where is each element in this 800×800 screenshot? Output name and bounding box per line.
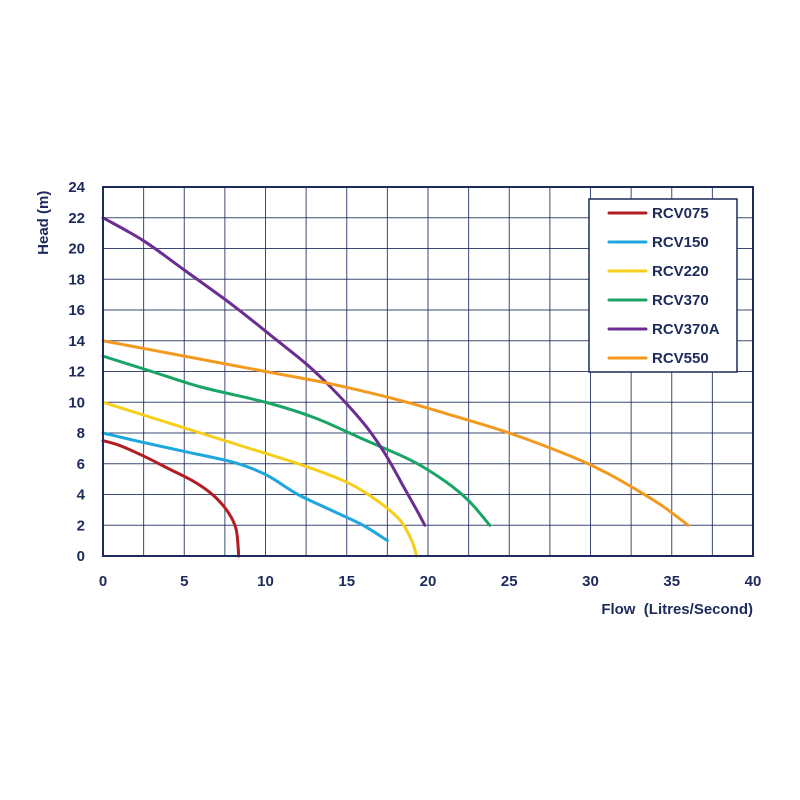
x-tick-label: 40 (745, 573, 762, 590)
legend-label-rcv370a: RCV370A (652, 321, 720, 338)
legend-label-rcv550: RCV550 (652, 350, 709, 367)
legend-label-rcv150: RCV150 (652, 234, 709, 251)
x-tick-label: 35 (663, 573, 680, 590)
y-tick-label: 18 (68, 271, 85, 288)
x-tick-label: 20 (420, 573, 437, 590)
x-tick-label: 15 (338, 573, 355, 590)
legend-box (588, 198, 738, 373)
y-tick-label: 16 (68, 302, 85, 319)
plot-frame (102, 186, 754, 557)
y-tick-label: 14 (68, 333, 85, 350)
x-tick-label: 30 (582, 573, 599, 590)
x-axis-title: Flow (Litres/Second) (601, 601, 753, 618)
series-line-rcv370 (101, 354, 492, 527)
series-line-rcv075 (101, 439, 241, 558)
y-tick-label: 20 (68, 241, 85, 258)
y-tick-label: 2 (77, 517, 85, 534)
series-layer (101, 216, 690, 558)
y-tick-label: 6 (77, 456, 85, 473)
y-axis-title: Head (m) (35, 191, 52, 255)
x-tick-label: 0 (99, 573, 107, 590)
y-tick-label: 4 (77, 487, 86, 504)
y-tick-label: 24 (68, 179, 85, 196)
legend-label-rcv220: RCV220 (652, 263, 709, 280)
x-tick-label: 10 (257, 573, 274, 590)
y-tick-label: 10 (68, 394, 85, 411)
x-tick-label: 5 (180, 573, 188, 590)
y-tick-label: 0 (77, 548, 85, 565)
x-tick-label: 25 (501, 573, 518, 590)
legend-label-rcv370: RCV370 (652, 292, 709, 309)
series-line-rcv220 (101, 400, 419, 558)
y-tick-label: 12 (68, 364, 85, 381)
series-line-rcv370a (101, 216, 427, 527)
series-line-rcv150 (101, 431, 389, 543)
y-tick-label: 22 (68, 210, 85, 227)
legend-label-rcv075: RCV075 (652, 205, 709, 222)
legend: RCV075 RCV150 RCV220 RCV370 RCV370A RCV550 (588, 198, 738, 373)
series-line-rcv550 (101, 339, 690, 527)
y-tick-label: 8 (77, 425, 85, 442)
